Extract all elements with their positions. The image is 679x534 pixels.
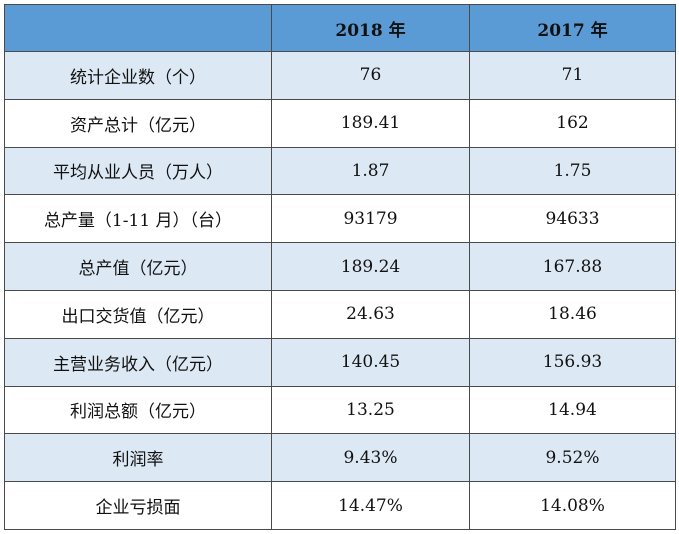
value-2018: 1.87 <box>271 146 470 196</box>
table-row: 总产量（1-11 月）（台） 93179 94633 <box>4 194 676 244</box>
header-cell-label <box>4 4 272 52</box>
header-cell-2018: 2018 年 <box>271 4 470 52</box>
value-2017: 71 <box>469 51 676 100</box>
row-label: 出口交货值（亿元） <box>4 289 272 339</box>
row-label: 平均从业人员（万人） <box>4 146 272 196</box>
table-row: 统计企业数（个） 76 71 <box>4 51 676 100</box>
value-2018: 14.47% <box>271 481 470 530</box>
value-2017: 18.46 <box>469 289 676 339</box>
table-row: 企业亏损面 14.47% 14.08% <box>4 481 676 530</box>
value-2018: 93179 <box>271 194 470 244</box>
value-2017: 156.93 <box>469 337 676 387</box>
value-2017: 9.52% <box>469 433 676 483</box>
value-2017: 1.75 <box>469 146 676 196</box>
value-2017: 162 <box>469 98 676 148</box>
row-label: 统计企业数（个） <box>4 51 272 100</box>
table-header-row: 2018 年 2017 年 <box>4 4 676 52</box>
row-label: 资产总计（亿元） <box>4 98 272 148</box>
row-label: 利润率 <box>4 433 272 483</box>
value-2017: 94633 <box>469 194 676 244</box>
value-2018: 189.41 <box>271 98 470 148</box>
table-row: 资产总计（亿元） 189.41 162 <box>4 98 676 148</box>
value-2018: 140.45 <box>271 337 470 387</box>
table-row: 出口交货值（亿元） 24.63 18.46 <box>4 289 676 339</box>
table-row: 平均从业人员（万人） 1.87 1.75 <box>4 146 676 196</box>
value-2018: 24.63 <box>271 289 470 339</box>
value-2017: 14.94 <box>469 385 676 435</box>
table-row: 总产值（亿元） 189.24 167.88 <box>4 242 676 291</box>
row-label: 利润总额（亿元） <box>4 385 272 435</box>
value-2018: 13.25 <box>271 385 470 435</box>
value-2017: 167.88 <box>469 242 676 291</box>
row-label: 企业亏损面 <box>4 481 272 530</box>
table-row: 利润率 9.43% 9.52% <box>4 433 676 483</box>
value-2018: 76 <box>271 51 470 100</box>
row-label: 总产值（亿元） <box>4 242 272 291</box>
value-2018: 189.24 <box>271 242 470 291</box>
value-2017: 14.08% <box>469 481 676 530</box>
statistics-table: 2018 年 2017 年 统计企业数（个） 76 71 资产总计（亿元） 18… <box>4 4 676 530</box>
value-2018: 9.43% <box>271 433 470 483</box>
table-row: 利润总额（亿元） 13.25 14.94 <box>4 385 676 435</box>
row-label: 总产量（1-11 月）（台） <box>4 194 272 244</box>
header-cell-2017: 2017 年 <box>469 4 676 52</box>
table-row: 主营业务收入（亿元） 140.45 156.93 <box>4 337 676 387</box>
row-label: 主营业务收入（亿元） <box>4 337 272 387</box>
